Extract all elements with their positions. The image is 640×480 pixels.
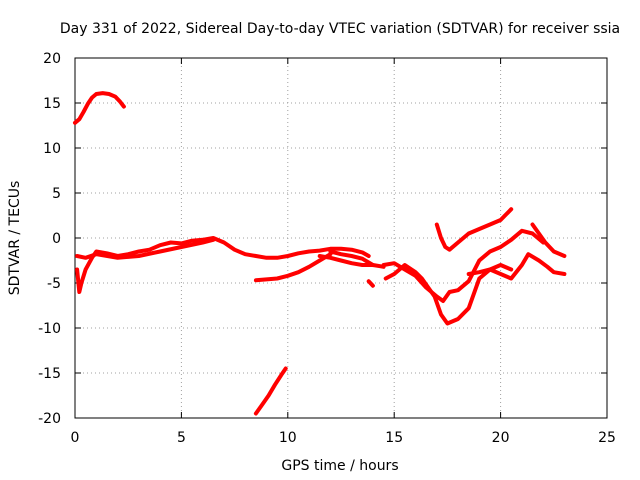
x-tick-label: 10 <box>279 430 297 446</box>
y-tick-labels: 20 15 10 5 0 -5 -10 -15 -20 <box>38 51 61 427</box>
x-tick-label: 15 <box>385 430 403 446</box>
x-tick-label: 0 <box>71 430 80 446</box>
y-tick-label: 20 <box>43 51 61 67</box>
series-arc-10 <box>383 263 514 326</box>
series-arc-13 <box>530 222 567 258</box>
series-arc-8 <box>366 279 375 288</box>
series-arc-2 <box>75 236 371 294</box>
series-arc-4 <box>253 366 288 416</box>
grid <box>75 58 607 418</box>
series-group <box>73 91 567 416</box>
y-tick-label: -10 <box>38 321 61 337</box>
x-axis-label: GPS time / hours <box>281 458 398 474</box>
y-tick-label: -20 <box>38 411 61 427</box>
x-tick-label: 25 <box>598 430 616 446</box>
y-axis-label: SDTVAR / TECUs <box>7 181 23 296</box>
series-arc-3 <box>75 237 216 260</box>
x-tick-label: 20 <box>492 430 510 446</box>
y-tick-label: 0 <box>52 231 61 247</box>
y-tick-label: 15 <box>43 96 61 112</box>
series-arc-7 <box>328 249 375 267</box>
series-arc-12 <box>466 252 567 281</box>
x-tick-label: 5 <box>177 430 186 446</box>
y-tick-label: -5 <box>47 276 61 292</box>
y-tick-label: -15 <box>38 366 61 382</box>
chart-title: Day 331 of 2022, Sidereal Day-to-day VTE… <box>60 21 620 37</box>
y-tick-label: 10 <box>43 141 61 157</box>
series-arc-1 <box>73 91 126 125</box>
series-arc-11 <box>434 207 514 252</box>
x-tick-labels: 0 5 10 15 20 25 <box>71 430 616 446</box>
y-tick-label: 5 <box>52 186 61 202</box>
series-arc-9 <box>381 228 546 303</box>
series-arc-5 <box>253 252 333 283</box>
